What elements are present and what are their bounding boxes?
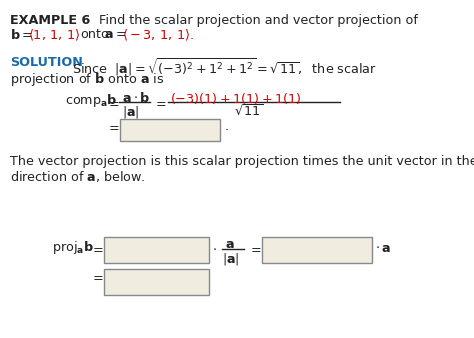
Text: Find the scalar projection and vector projection of: Find the scalar projection and vector pr… [91,14,418,27]
Text: $\sqrt{11}$: $\sqrt{11}$ [234,104,264,119]
Text: $\mathbf{a} = $: $\mathbf{a} = $ [104,28,127,41]
Text: $.$: $.$ [224,120,229,133]
Text: EXAMPLE 6: EXAMPLE 6 [10,14,90,27]
Text: $\mathbf{a} \cdot \mathbf{b}$: $\mathbf{a} \cdot \mathbf{b}$ [122,91,150,105]
Text: The vector projection is this scalar projection times the unit vector in the: The vector projection is this scalar pro… [10,155,474,168]
Bar [262,237,372,263]
Text: $\cdot\,\mathbf{a}$: $\cdot\,\mathbf{a}$ [375,242,391,255]
Text: $(-3)(1) + 1(1) + 1(1)$: $(-3)(1) + 1(1) + 1(1)$ [170,91,301,106]
Text: $\mathrm{comp}_\mathbf{a}\mathbf{b}$: $\mathrm{comp}_\mathbf{a}\mathbf{b}$ [65,92,118,109]
Text: $|\mathbf{a}|$: $|\mathbf{a}|$ [222,251,239,267]
Text: $=$: $=$ [90,242,104,255]
Text: $|\mathbf{a}|$: $|\mathbf{a}|$ [122,104,139,120]
Text: $\langle 1,\,1,\,1\rangle$: $\langle 1,\,1,\,1\rangle$ [28,28,81,43]
Bar [104,237,209,263]
Text: $=$: $=$ [106,96,120,109]
Text: $\mathbf{b} = $: $\mathbf{b} = $ [10,28,33,42]
Text: $=$: $=$ [90,270,104,283]
Text: $=$: $=$ [248,242,262,255]
Text: $=$: $=$ [106,120,120,133]
Text: SOLUTION: SOLUTION [10,56,83,69]
Text: onto: onto [80,28,109,41]
Bar [120,119,220,141]
Text: $\langle -3,\,1,\,1\rangle.$: $\langle -3,\,1,\,1\rangle.$ [122,28,194,43]
Text: $\mathrm{proj}_\mathbf{a}\mathbf{b}$: $\mathrm{proj}_\mathbf{a}\mathbf{b}$ [52,239,94,256]
Text: projection of $\mathbf{b}$ onto $\mathbf{a}$ is: projection of $\mathbf{b}$ onto $\mathbf… [10,71,164,88]
Bar [104,269,209,295]
Text: $\mathbf{a}$: $\mathbf{a}$ [225,238,235,251]
Text: Since  $|\mathbf{a}| = \sqrt{(-3)^2+1^2+1^2} = \sqrt{11},$  the scalar: Since $|\mathbf{a}| = \sqrt{(-3)^2+1^2+1… [72,56,377,78]
Text: direction of $\mathbf{a}$, below.: direction of $\mathbf{a}$, below. [10,169,146,184]
Text: $=$: $=$ [153,96,167,109]
Text: $\cdot$: $\cdot$ [212,242,217,255]
